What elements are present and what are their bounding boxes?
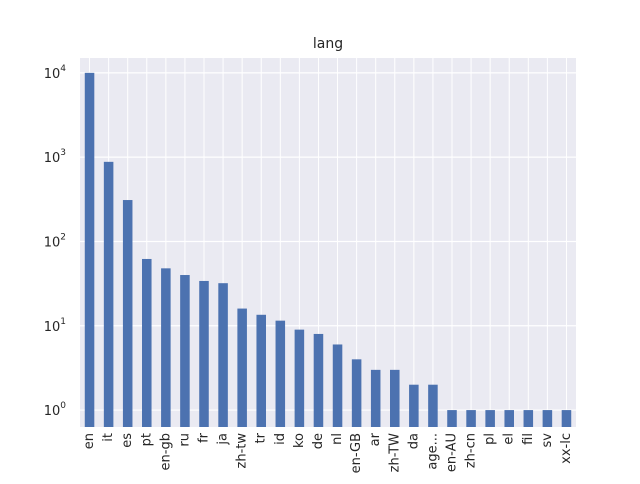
- bar-ar: [370, 369, 381, 427]
- x-tick-label: ar: [368, 432, 383, 446]
- y-tick-label: 102: [44, 232, 66, 250]
- bar-en-gb: [161, 268, 171, 427]
- bar-pl: [485, 410, 495, 427]
- bar-sv: [542, 410, 553, 427]
- x-tick-label: sv: [540, 433, 555, 448]
- bar-pt: [142, 258, 152, 427]
- bar-age...: [428, 384, 438, 427]
- x-tick-label: en-AU: [445, 433, 460, 472]
- bar-xx-lc: [561, 410, 572, 427]
- bar-en: [84, 72, 95, 427]
- x-tick-label: fil: [521, 433, 536, 445]
- y-tick-label: 103: [44, 148, 66, 166]
- plot-area: [80, 58, 576, 427]
- x-tick-label: zh-cn: [464, 433, 479, 468]
- x-tick-label: tr: [254, 432, 269, 443]
- bar-da: [409, 384, 419, 427]
- bar-it: [103, 161, 114, 428]
- x-tick-label: es: [120, 433, 135, 448]
- x-tick-label: zh-TW: [387, 433, 402, 473]
- x-tick-label: en-GB: [349, 433, 364, 473]
- bar-en-GB: [351, 359, 362, 427]
- bar-fil: [523, 410, 534, 427]
- x-tick-label: nl: [330, 433, 345, 445]
- bar-zh-TW: [390, 369, 400, 427]
- y-tick-label: 101: [44, 317, 66, 335]
- x-tick-label: age...: [425, 433, 440, 470]
- x-tick-label: ja: [216, 433, 231, 446]
- x-tick-label: it: [101, 433, 116, 442]
- y-axis-ticks: 100 101 102 103 104: [44, 64, 67, 419]
- x-tick-label: id: [273, 433, 288, 445]
- x-axis-ticks: en it es pt en-gb ru fr ja zh-tw tr id ko de nl en-GB a…: [82, 432, 574, 473]
- bar-nl: [332, 344, 343, 427]
- x-tick-label: zh-tw: [235, 433, 250, 469]
- bar-ru: [180, 275, 190, 427]
- x-tick-label: en: [82, 433, 97, 449]
- x-tick-label: da: [406, 433, 421, 449]
- y-tick-label: 100: [44, 401, 67, 419]
- bar-en-AU: [447, 410, 457, 427]
- x-tick-label: pl: [483, 433, 498, 445]
- x-tick-label: fr: [197, 432, 212, 443]
- x-tick-label: xx-lc: [559, 433, 574, 464]
- x-tick-label: ko: [292, 433, 307, 448]
- bar-el: [504, 410, 514, 427]
- x-tick-label: pt: [139, 433, 154, 446]
- bar-es: [122, 200, 133, 427]
- bar-zh-tw: [237, 308, 247, 427]
- bar-fr: [199, 280, 209, 427]
- x-tick-label: de: [311, 433, 326, 449]
- bar-de: [313, 333, 324, 427]
- x-tick-label: en-gb: [158, 433, 173, 470]
- y-tick-label: 104: [44, 64, 67, 82]
- x-tick-label: el: [502, 433, 517, 445]
- bar-tr: [256, 314, 266, 427]
- chart-title: lang: [313, 36, 343, 52]
- x-tick-label: ru: [177, 433, 192, 447]
- bars: [84, 72, 572, 428]
- bar-ko: [294, 329, 305, 427]
- bar-zh-cn: [466, 410, 476, 427]
- bar-ja: [218, 283, 228, 427]
- bar-id: [275, 320, 286, 427]
